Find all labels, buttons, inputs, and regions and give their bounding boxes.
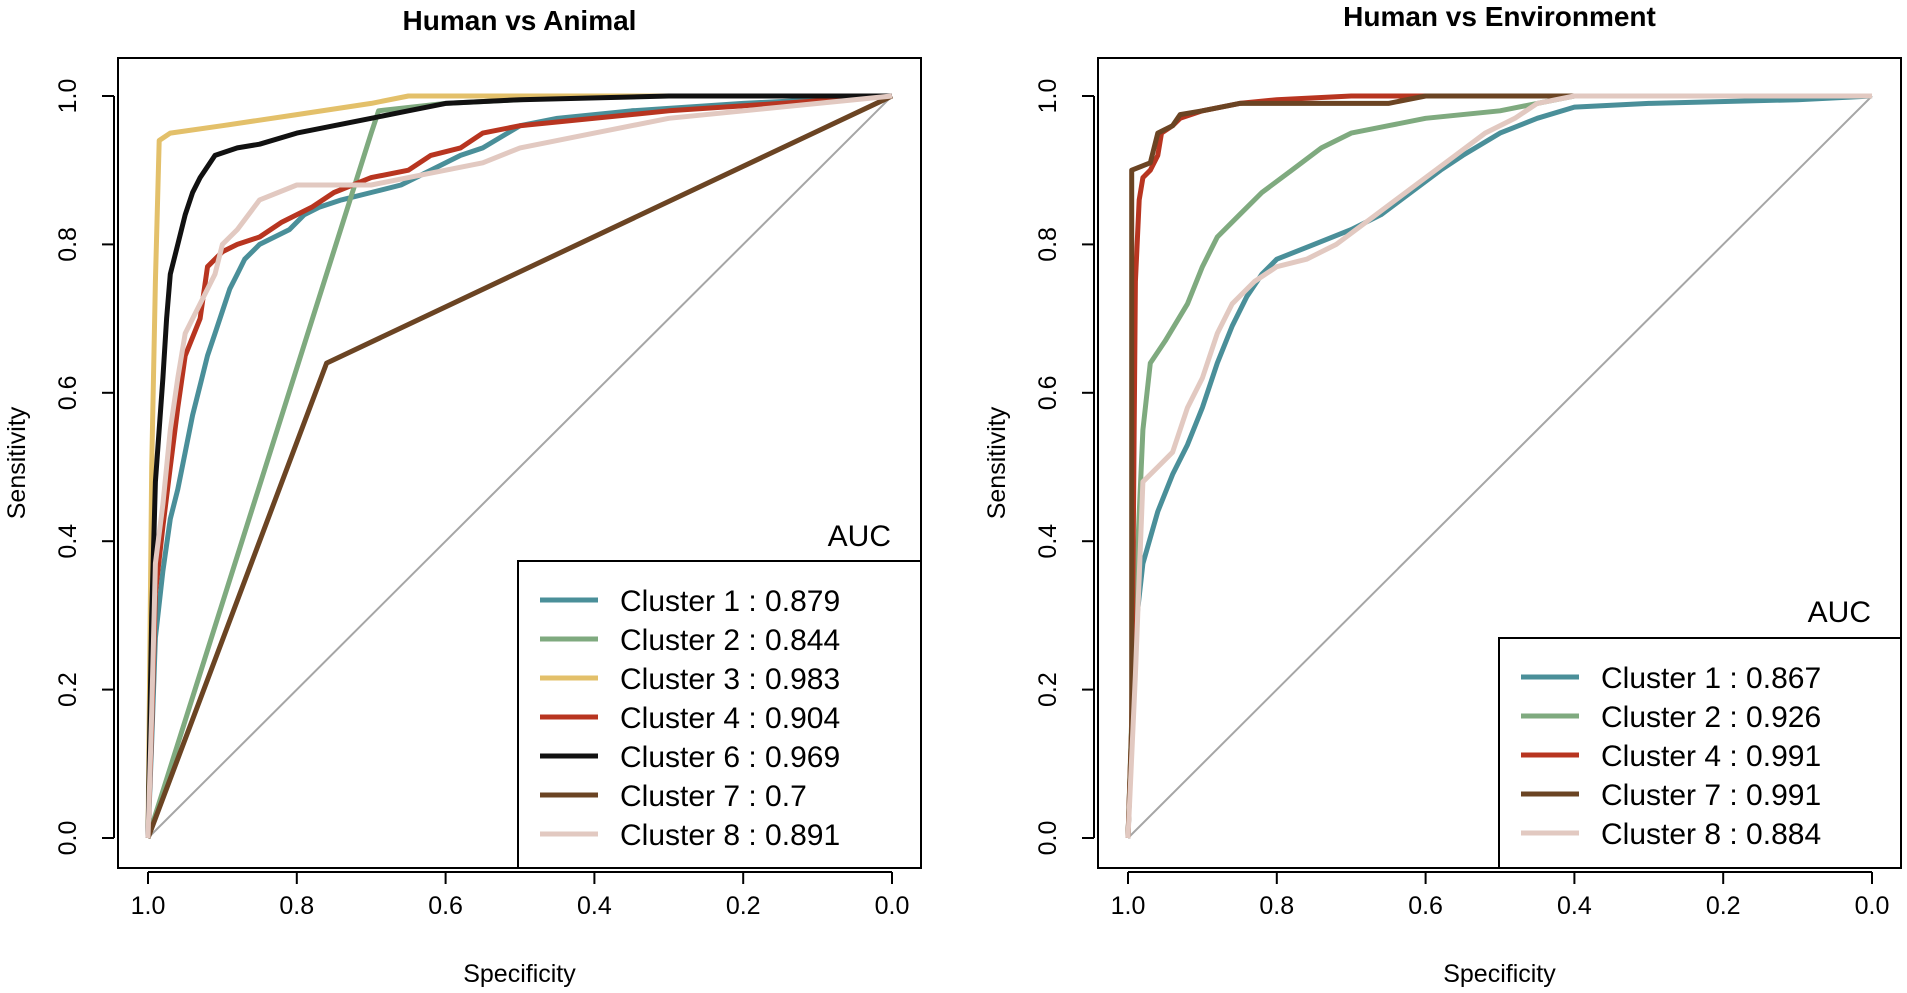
x-tick-label: 0.0 xyxy=(1855,892,1890,920)
y-tick-label: 1.0 xyxy=(54,79,82,114)
y-tick-label: 1.0 xyxy=(1034,79,1062,114)
legend-entry: Cluster 7 : 0.7 xyxy=(620,780,807,813)
x-tick-label: 0.8 xyxy=(1259,892,1294,920)
x-tick-label: 0.4 xyxy=(1557,892,1592,920)
y-tick-label: 0.4 xyxy=(54,524,82,559)
panel-human-vs-environment: Human vs Environment 1.0 0.8 0.6 0.4 0.2 0.0 Sp… xyxy=(983,1,1902,988)
series-line-cluster-2 xyxy=(1125,93,1872,839)
legend-entry: Cluster 8 : 0.891 xyxy=(620,819,840,852)
legend-entry: Cluster 4 : 0.991 xyxy=(1601,740,1821,773)
y-tick-label: 0.6 xyxy=(1034,375,1062,410)
legend-entry: Cluster 2 : 0.926 xyxy=(1601,701,1821,734)
legend: Cluster 1 : 0.867 Cluster 2 : 0.926 Cluste… xyxy=(1498,637,1902,869)
series-line-cluster-8 xyxy=(1125,93,1872,839)
x-tick-label: 0.8 xyxy=(279,892,314,920)
chart-title: Human vs Animal xyxy=(403,5,637,36)
legend-title: AUC xyxy=(1808,596,1871,629)
x-tick-label: 0.0 xyxy=(875,892,910,920)
panel-human-vs-animal: Human vs Animal 1.0 0.8 0.6 0.4 0.2 0.0 Specifi… xyxy=(3,5,922,988)
legend-entry: Cluster 1 : 0.879 xyxy=(620,585,840,618)
legend-title: AUC xyxy=(828,520,891,553)
x-axis-label: Specificity xyxy=(1443,960,1556,988)
y-axis-label: Sensitivity xyxy=(3,406,31,519)
legend-entry: Cluster 7 : 0.991 xyxy=(1601,779,1821,812)
series-line-cluster-1 xyxy=(1125,93,1873,839)
x-tick-label: 1.0 xyxy=(131,892,166,920)
y-tick-label: 0.6 xyxy=(54,375,82,410)
series-line-cluster-4 xyxy=(145,93,893,839)
y-tick-label: 0.8 xyxy=(54,227,82,262)
y-tick-label: 0.8 xyxy=(1034,227,1062,262)
series-line-cluster-8 xyxy=(145,93,893,839)
series-line-cluster-7 xyxy=(1125,93,1872,839)
legend-entry: Cluster 8 : 0.884 xyxy=(1601,818,1821,851)
reference-diagonal xyxy=(147,95,893,839)
series-line-cluster-3 xyxy=(145,93,892,839)
y-axis-label: Sensitivity xyxy=(983,406,1011,519)
y-tick-label: 0.2 xyxy=(1034,672,1062,707)
reference-diagonal xyxy=(1127,95,1873,839)
y-tick-label: 0.0 xyxy=(54,821,82,856)
legend-entry: Cluster 1 : 0.867 xyxy=(1601,662,1821,695)
chart-title: Human vs Environment xyxy=(1343,1,1656,32)
x-axis-label: Specificity xyxy=(463,960,576,988)
series-line-cluster-6 xyxy=(145,93,892,839)
legend-entry: Cluster 3 : 0.983 xyxy=(620,663,840,696)
y-tick-label: 0.2 xyxy=(54,672,82,707)
x-tick-label: 1.0 xyxy=(1111,892,1146,920)
x-tick-label: 0.2 xyxy=(726,892,761,920)
x-tick-label: 0.6 xyxy=(428,892,463,920)
legend-entry: Cluster 6 : 0.969 xyxy=(620,741,840,774)
legend-entry: Cluster 4 : 0.904 xyxy=(620,702,840,735)
legend-entry: Cluster 2 : 0.844 xyxy=(620,624,840,657)
series-line-cluster-1 xyxy=(145,93,893,839)
x-tick-label: 0.6 xyxy=(1408,892,1443,920)
legend: Cluster 1 : 0.879 Cluster 2 : 0.844 Cluste… xyxy=(517,560,922,869)
y-tick-label: 0.0 xyxy=(1034,821,1062,856)
series-line-cluster-7 xyxy=(145,93,894,839)
x-tick-label: 0.2 xyxy=(1706,892,1741,920)
y-tick-label: 0.4 xyxy=(1034,524,1062,559)
x-tick-label: 0.4 xyxy=(577,892,612,920)
